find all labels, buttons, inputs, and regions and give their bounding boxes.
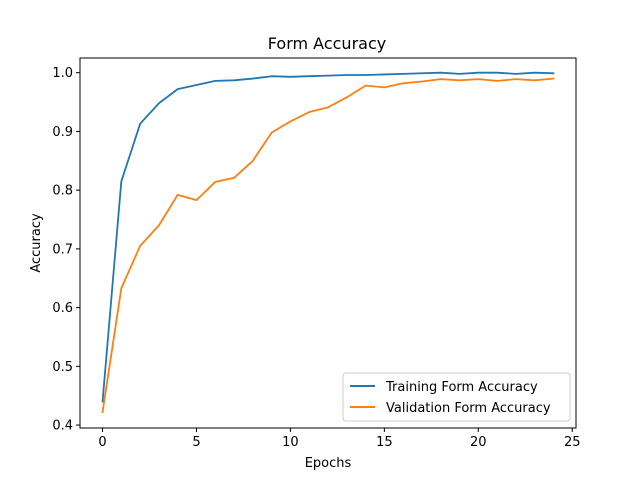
y-tick-label: 0.9	[52, 125, 73, 140]
series-line-training	[101, 71, 555, 403]
axes-frame	[79, 57, 577, 429]
plot-area	[101, 71, 555, 414]
y-axis: 0.4 0.5 0.6 0.7 0.8 0.9 1.0	[52, 66, 80, 434]
legend: Training Form Accuracy Validation Form A…	[342, 372, 571, 422]
legend-box	[342, 372, 571, 422]
y-tick-label: 0.5	[52, 360, 73, 375]
chart-title: Form Accuracy	[268, 34, 386, 53]
x-axis-label: Epochs	[305, 456, 352, 471]
y-tick-label: 0.7	[52, 242, 73, 257]
x-tick-label: 15	[376, 435, 393, 450]
x-tick-label: 5	[192, 435, 200, 450]
x-tick-label: 10	[282, 435, 299, 450]
series-line-validation	[101, 77, 555, 414]
x-tick-label: 20	[470, 435, 487, 450]
x-axis: 0 5 10 15 20 25	[98, 428, 581, 450]
legend-label-training: Training Form Accuracy	[385, 380, 538, 395]
legend-label-validation: Validation Form Accuracy	[386, 401, 551, 416]
x-tick-label: 0	[98, 435, 106, 450]
y-tick-label: 0.6	[52, 301, 73, 316]
x-tick-label: 25	[564, 435, 581, 450]
y-tick-label: 0.8	[52, 184, 73, 199]
y-tick-label: 1.0	[52, 66, 73, 81]
y-tick-label: 0.4	[52, 419, 73, 434]
y-axis-label: Accuracy	[29, 213, 44, 273]
